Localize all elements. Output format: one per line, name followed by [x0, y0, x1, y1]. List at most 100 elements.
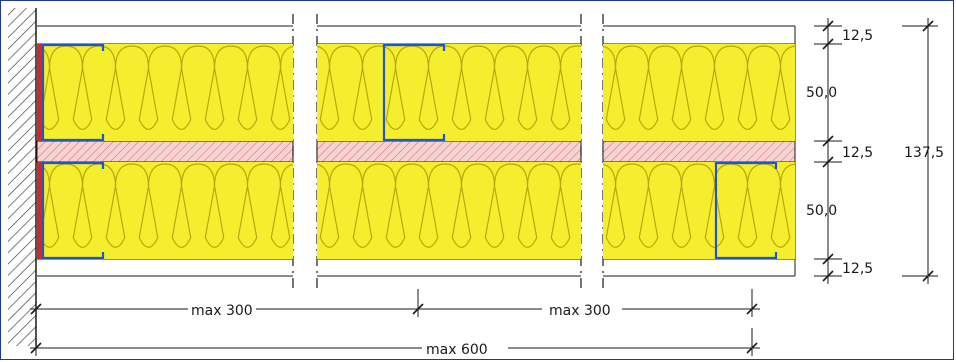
insulation-loop — [493, 163, 512, 187]
insulation-loop — [230, 163, 258, 248]
insulation-loop — [730, 163, 758, 248]
insulation-band — [317, 162, 581, 259]
c-stud-icon — [41, 43, 105, 142]
dimension-tick-icon — [746, 342, 758, 354]
insulation-loop — [647, 163, 666, 187]
insulation-loop — [477, 163, 505, 248]
c-stud-icon — [382, 43, 446, 142]
dim-total-label: 137,5 — [904, 145, 944, 161]
insulation-loop — [460, 163, 479, 187]
insulation-loop — [746, 45, 765, 69]
c-stud-icon — [41, 161, 105, 260]
insulation-loop — [180, 163, 199, 187]
insulation-loop — [730, 45, 758, 130]
insulation-loop — [427, 163, 446, 187]
insulation-loop — [65, 45, 93, 130]
c-stud-icon — [714, 161, 778, 260]
dimension-tick-icon — [746, 303, 758, 315]
dimension-tick-icon — [922, 20, 934, 32]
sealing-strip-lower — [37, 162, 42, 259]
insulation-loop — [114, 45, 133, 69]
insulation-loop — [444, 163, 472, 248]
insulation-loop — [713, 45, 732, 69]
insulation-loop — [680, 163, 699, 187]
insulation-loop — [394, 163, 413, 187]
dimension-tick-icon — [30, 342, 42, 354]
insulation-loop — [411, 45, 439, 130]
insulation-loop — [263, 163, 291, 248]
middle-board — [36, 140, 294, 163]
insulation-loop — [197, 163, 225, 248]
dim-span-1-label: max 300 — [191, 303, 253, 319]
insulation-loop — [713, 163, 732, 187]
insulation-loop — [697, 45, 725, 130]
insulation-loop — [647, 45, 666, 69]
insulation-loop — [317, 163, 340, 248]
insulation-loop — [543, 163, 571, 248]
dimension-tick-icon — [922, 270, 934, 282]
dimension-tick-icon — [822, 156, 834, 168]
insulation-loop — [411, 163, 439, 248]
dim-span-2-label: max 300 — [549, 303, 611, 319]
insulation-loop — [510, 163, 538, 248]
dimension-tick-icon — [822, 135, 834, 147]
insulation-loop — [378, 45, 406, 130]
insulation-loop — [328, 163, 347, 187]
insulation-loop — [559, 163, 578, 187]
insulation-loop — [664, 163, 692, 248]
dimension-tick-icon — [30, 303, 42, 315]
insulation-loop — [664, 45, 692, 130]
dimension-lines — [30, 18, 938, 356]
dimension-tick-icon — [412, 303, 424, 315]
insulation-loop — [614, 45, 633, 69]
insulation-loop — [614, 163, 633, 187]
dimension-tick-icon — [822, 253, 834, 265]
insulation-loop — [746, 163, 765, 187]
insulation-loop — [263, 45, 291, 130]
insulation-loop — [680, 45, 699, 69]
insulation-loop — [477, 45, 505, 130]
insulation-band — [317, 44, 581, 141]
insulation-band — [37, 162, 293, 259]
insulation-loop — [230, 45, 258, 130]
insulation-loop — [81, 163, 100, 187]
insulation-loop — [603, 45, 626, 130]
steel-studs — [37, 43, 778, 260]
dim-board-middle-label: 12,5 — [842, 145, 873, 161]
insulation-loop — [779, 45, 795, 69]
wall-hatch — [8, 8, 37, 346]
insulation-loop — [114, 163, 133, 187]
insulation-loop — [213, 45, 232, 69]
insulation-loop — [131, 45, 159, 130]
dimension-tick-icon — [822, 20, 834, 32]
insulation-loop — [147, 163, 166, 187]
insulation-loop — [559, 45, 578, 69]
insulation-band — [37, 44, 293, 141]
insulation-loop — [345, 45, 373, 130]
insulation-loop — [361, 45, 380, 69]
insulation-loop — [631, 45, 659, 130]
insulation-loop — [460, 45, 479, 69]
insulation-loop — [378, 163, 406, 248]
insulation-loop — [763, 45, 791, 130]
insulation-loop — [98, 163, 126, 248]
insulation-loop — [180, 45, 199, 69]
insulation-loop — [345, 163, 373, 248]
insulation-loop — [213, 163, 232, 187]
insulation-loop — [526, 163, 545, 187]
insulation-loop — [147, 45, 166, 69]
insulation-loop — [98, 45, 126, 130]
middle-board — [316, 140, 582, 163]
insulation-loop — [510, 45, 538, 130]
sealing-strip-upper — [37, 44, 42, 141]
insulation-loop — [361, 163, 380, 187]
insulation-loop — [279, 163, 293, 187]
dim-cavity-lower-label: 50,0 — [806, 203, 837, 219]
insulation-loop — [763, 163, 791, 248]
insulation-loop — [48, 163, 67, 187]
insulation-loop — [493, 45, 512, 69]
insulation-loop — [279, 45, 293, 69]
insulation-loop — [246, 45, 265, 69]
dim-board-top-label: 12,5 — [842, 28, 873, 44]
